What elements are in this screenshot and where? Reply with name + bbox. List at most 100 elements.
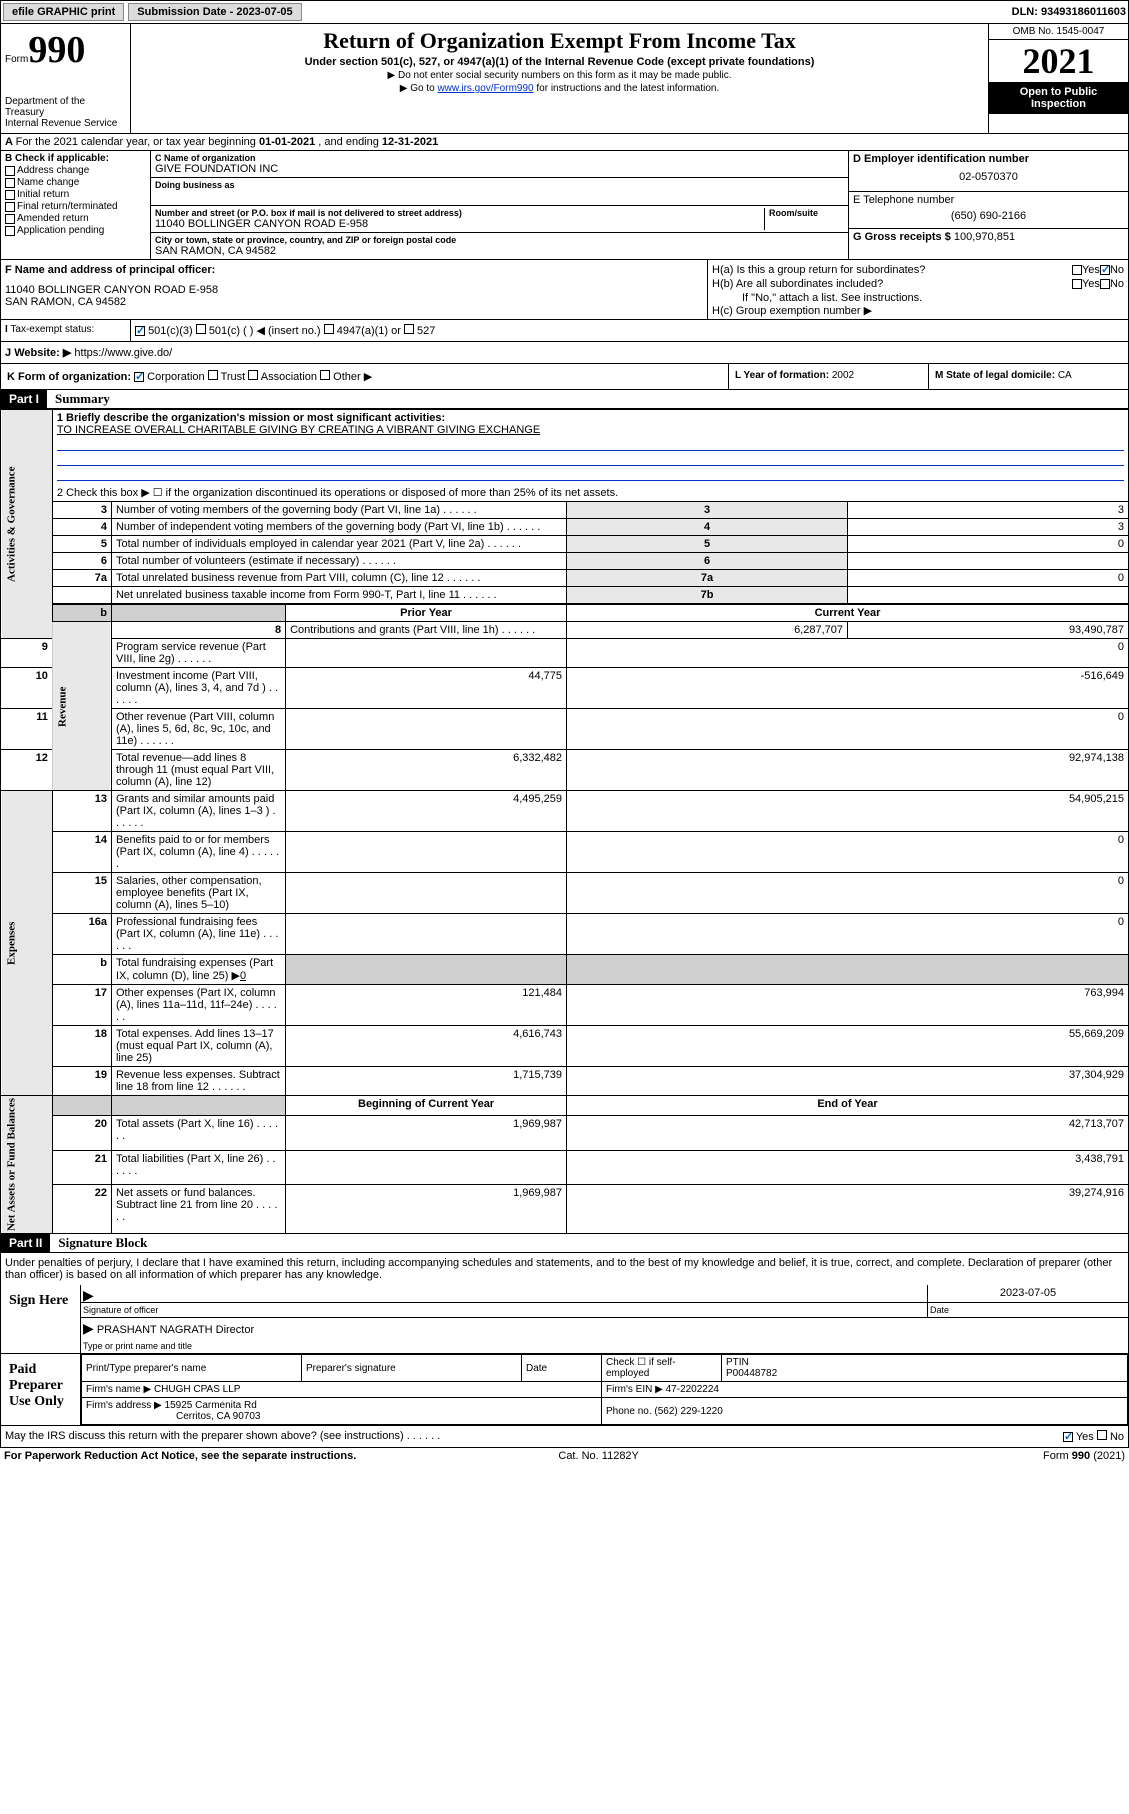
- chk-discuss-no[interactable]: [1097, 1430, 1107, 1440]
- k-box: K Form of organization: Corporation Trus…: [1, 364, 728, 389]
- p12: 6,332,482: [286, 750, 567, 791]
- chk-amended[interactable]: [5, 214, 15, 224]
- dln: DLN: 93493186011603: [1012, 6, 1126, 18]
- efile-print-button[interactable]: efile GRAPHIC print: [3, 3, 124, 21]
- opt-pending: Application pending: [17, 225, 104, 236]
- prep-name-lbl: Print/Type preparer's name: [82, 1355, 302, 1382]
- chk-527[interactable]: [404, 324, 414, 334]
- irs-link[interactable]: www.irs.gov/Form990: [437, 83, 533, 94]
- col-begin: Beginning of Current Year: [286, 1096, 567, 1116]
- p22: 1,969,987: [286, 1185, 567, 1234]
- header-mid: Return of Organization Exempt From Incom…: [131, 24, 988, 133]
- chk-trust[interactable]: [208, 370, 218, 380]
- footer-right: Form 990 (2021): [1043, 1450, 1125, 1462]
- discuss-yes: Yes: [1076, 1431, 1094, 1443]
- chk-4947[interactable]: [324, 324, 334, 334]
- side-expenses: Expenses: [1, 791, 53, 1096]
- dln-label: DLN:: [1012, 6, 1041, 18]
- chk-corp[interactable]: [134, 372, 144, 382]
- c10: -516,649: [567, 668, 1129, 709]
- chk-final[interactable]: [5, 202, 15, 212]
- l13: Grants and similar amounts paid (Part IX…: [111, 791, 285, 832]
- ha-no: No: [1110, 264, 1124, 276]
- ein-lbl: D Employer identification number: [853, 153, 1124, 165]
- signature-section: Under penalties of perjury, I declare th…: [0, 1253, 1129, 1448]
- arrow-icon: ▶: [83, 1287, 94, 1303]
- part1-title: Summary: [47, 391, 110, 407]
- firm-addr2: Cerritos, CA 90703: [86, 1411, 261, 1422]
- top-bar: efile GRAPHIC print Submission Date - 20…: [0, 0, 1129, 24]
- discuss-lbl: May the IRS discuss this return with the…: [5, 1430, 440, 1443]
- l2: 2 Check this box ▶ ☐ if the organization…: [52, 484, 1128, 502]
- inspection-badge: Open to Public Inspection: [989, 82, 1128, 114]
- l22: Net assets or fund balances. Subtract li…: [111, 1185, 285, 1234]
- j-lbl: J: [5, 347, 11, 359]
- p15: [286, 873, 567, 914]
- l8: Contributions and grants (Part VIII, lin…: [286, 622, 567, 639]
- row-ij: I Tax-exempt status: 501(c)(3) 501(c) ( …: [0, 320, 1129, 342]
- name-lbl: Type or print name and title: [81, 1339, 1128, 1353]
- l16b: Total fundraising expenses (Part IX, col…: [111, 955, 285, 985]
- chk-pending[interactable]: [5, 226, 15, 236]
- submission-date-button[interactable]: Submission Date - 2023-07-05: [128, 3, 301, 21]
- chk-ha-yes[interactable]: [1072, 265, 1082, 275]
- chk-ha-no[interactable]: [1100, 265, 1110, 275]
- sub-label: Submission Date -: [137, 6, 236, 18]
- chk-discuss-yes[interactable]: [1063, 1432, 1073, 1442]
- ha-lbl: H(a) Is this a group return for subordin…: [712, 264, 1072, 276]
- l20: Total assets (Part X, line 16): [111, 1116, 285, 1151]
- city-lbl: City or town, state or province, country…: [155, 235, 844, 245]
- chk-501c3[interactable]: [135, 326, 145, 336]
- org-city: SAN RAMON, CA 94582: [155, 245, 844, 257]
- opt-501c3: 501(c)(3): [148, 325, 193, 337]
- hb-no: No: [1110, 278, 1124, 290]
- form-number: 990: [28, 29, 85, 71]
- v3: 3: [848, 502, 1129, 519]
- l12: Total revenue—add lines 8 through 11 (mu…: [111, 750, 285, 791]
- m-val: CA: [1058, 370, 1072, 381]
- page-footer: For Paperwork Reduction Act Notice, see …: [0, 1448, 1129, 1464]
- website-lbl: Website: ▶: [14, 347, 71, 359]
- l-val: 2002: [832, 370, 854, 381]
- dba-lbl: Doing business as: [155, 180, 844, 190]
- f-lbl: F Name and address of principal officer:: [5, 264, 703, 276]
- chk-hb-yes[interactable]: [1072, 279, 1082, 289]
- c11: 0: [567, 709, 1129, 750]
- row-a-pre: For the 2021 calendar year, or tax year …: [16, 136, 259, 148]
- officer-name: PRASHANT NAGRATH Director: [97, 1324, 254, 1336]
- chk-name[interactable]: [5, 178, 15, 188]
- ptin-val: P00448782: [726, 1368, 1123, 1379]
- chk-501c[interactable]: [196, 324, 206, 334]
- part1-header: Part I Summary: [0, 390, 1129, 409]
- chk-address[interactable]: [5, 166, 15, 176]
- opt-501c: 501(c) ( ) ◀ (insert no.): [209, 325, 321, 337]
- chk-hb-no[interactable]: [1100, 279, 1110, 289]
- side-netassets: Net Assets or Fund Balances: [1, 1096, 53, 1234]
- l9: Program service revenue (Part VIII, line…: [111, 639, 285, 668]
- c21: 3,438,791: [567, 1150, 1129, 1185]
- chk-assoc[interactable]: [248, 370, 258, 380]
- l19: Revenue less expenses. Subtract line 18 …: [111, 1067, 285, 1096]
- l18: Total expenses. Add lines 13–17 (must eq…: [111, 1026, 285, 1067]
- omb-number: OMB No. 1545-0047: [989, 24, 1128, 40]
- l16b-pre: Total fundraising expenses (Part IX, col…: [116, 957, 273, 982]
- section-bcd: B Check if applicable: Address change Na…: [0, 151, 1129, 260]
- dept-text: Department of the Treasury Internal Reve…: [5, 96, 126, 129]
- f-addr2: SAN RAMON, CA 94582: [5, 296, 703, 308]
- opt-name: Name change: [17, 177, 79, 188]
- l6: Total number of volunteers (estimate if …: [111, 553, 566, 570]
- l21: Total liabilities (Part X, line 26): [111, 1150, 285, 1185]
- room-lbl: Room/suite: [769, 208, 844, 218]
- chk-other[interactable]: [320, 370, 330, 380]
- chk-initial[interactable]: [5, 190, 15, 200]
- p20: 1,969,987: [286, 1116, 567, 1151]
- l1-val: TO INCREASE OVERALL CHARITABLE GIVING BY…: [57, 424, 1124, 436]
- discuss-no: No: [1110, 1431, 1124, 1443]
- l4: Number of independent voting members of …: [111, 519, 566, 536]
- dln-value: 93493186011603: [1041, 6, 1126, 18]
- paid-preparer: Paid Preparer Use Only: [1, 1354, 81, 1425]
- c9: 0: [567, 639, 1129, 668]
- i-lbl: I: [5, 324, 8, 335]
- form-subtitle: Under section 501(c), 527, or 4947(a)(1)…: [135, 56, 984, 68]
- l-lbl: L Year of formation:: [735, 370, 832, 381]
